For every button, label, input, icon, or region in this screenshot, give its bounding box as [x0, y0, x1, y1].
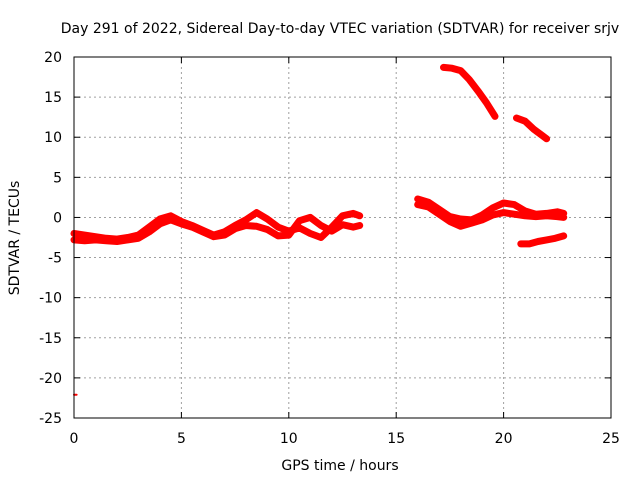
x-axis-label: GPS time / hours	[281, 458, 398, 474]
series-arc-b	[70, 213, 364, 245]
series-arc-g	[517, 232, 568, 248]
chart-title: Day 291 of 2022, Sidereal Day-to-day VTE…	[61, 21, 619, 37]
x-tick-label: 5	[177, 431, 186, 447]
series-arc-f	[513, 114, 551, 143]
y-tick-label: -20	[39, 371, 62, 387]
y-tick-label: -25	[39, 411, 62, 427]
grid	[74, 57, 611, 418]
x-tick-label: 15	[387, 431, 405, 447]
y-tick-label: -5	[48, 251, 62, 267]
y-tick-label: 0	[53, 210, 62, 226]
plot-frame	[73, 56, 612, 419]
axis-ticks: 0 5 10 15 20 25 20 15 10 5 0 -5 -10 -15 -20 -25	[39, 50, 620, 447]
y-tick-label: 5	[53, 170, 62, 186]
y-tick-label: 20	[44, 50, 62, 66]
data-series	[70, 63, 568, 396]
series-arc-e	[440, 63, 499, 120]
x-tick-label: 10	[280, 431, 298, 447]
y-tick-label: 10	[44, 130, 62, 146]
y-tick-label: -15	[39, 331, 62, 347]
x-tick-label: 20	[495, 431, 513, 447]
x-tick-label: 25	[602, 431, 620, 447]
series-arc-d	[414, 201, 568, 230]
y-tick-label: 15	[44, 90, 62, 106]
y-axis-label: SDTVAR / TECUs	[7, 181, 23, 296]
y-tick-label: -10	[39, 291, 62, 307]
x-tick-label: 0	[70, 431, 79, 447]
